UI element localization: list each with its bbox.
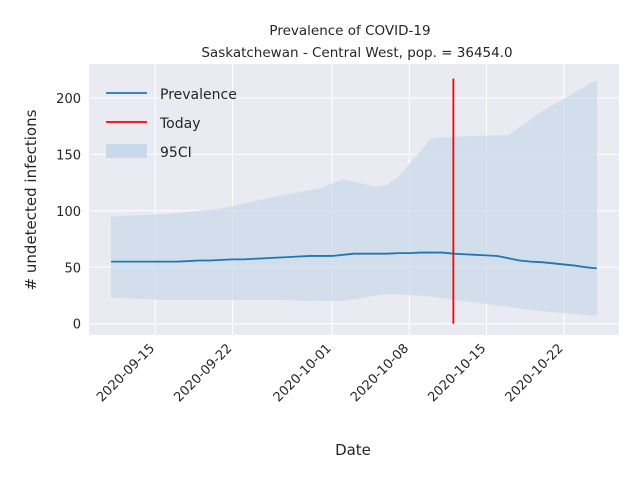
x-tick-label: 2020-10-01 bbox=[271, 341, 335, 405]
y-tick-label: 150 bbox=[56, 148, 81, 163]
legend-95ci-label: 95CI bbox=[160, 145, 192, 161]
x-tick-label: 2020-10-08 bbox=[348, 341, 412, 405]
confidence-band-95ci bbox=[111, 79, 597, 316]
prevalence-line bbox=[111, 251, 598, 270]
legend-95ci-swatch bbox=[106, 144, 147, 158]
x-tick-label: 2020-10-15 bbox=[425, 341, 489, 405]
x-tick-labels: 2020-09-15 2020-09-22 2020-10-01 2020-10-08… bbox=[94, 341, 567, 405]
y-tick-label: 200 bbox=[56, 92, 81, 107]
y-tick-labels: 0 50 100 150 200 bbox=[56, 92, 81, 333]
y-axis-label: # undetected infections bbox=[22, 109, 40, 290]
legend-prevalence-label: Prevalence bbox=[160, 87, 237, 103]
y-tick-label: 50 bbox=[64, 261, 81, 276]
chart-title: Prevalence of COVID-19 bbox=[269, 23, 430, 39]
y-tick-label: 0 bbox=[73, 318, 81, 333]
legend-today-label: Today bbox=[159, 116, 201, 132]
y-tick-label: 100 bbox=[56, 205, 81, 220]
legend: Prevalence Today 95CI bbox=[106, 87, 237, 161]
x-axis-label: Date bbox=[335, 441, 371, 459]
chart-subtitle: Saskatchewan - Central West, pop. = 3645… bbox=[201, 45, 512, 61]
x-tick-label: 2020-09-22 bbox=[171, 341, 235, 405]
x-tick-label: 2020-10-22 bbox=[503, 341, 567, 405]
x-tick-label: 2020-09-15 bbox=[94, 341, 158, 405]
